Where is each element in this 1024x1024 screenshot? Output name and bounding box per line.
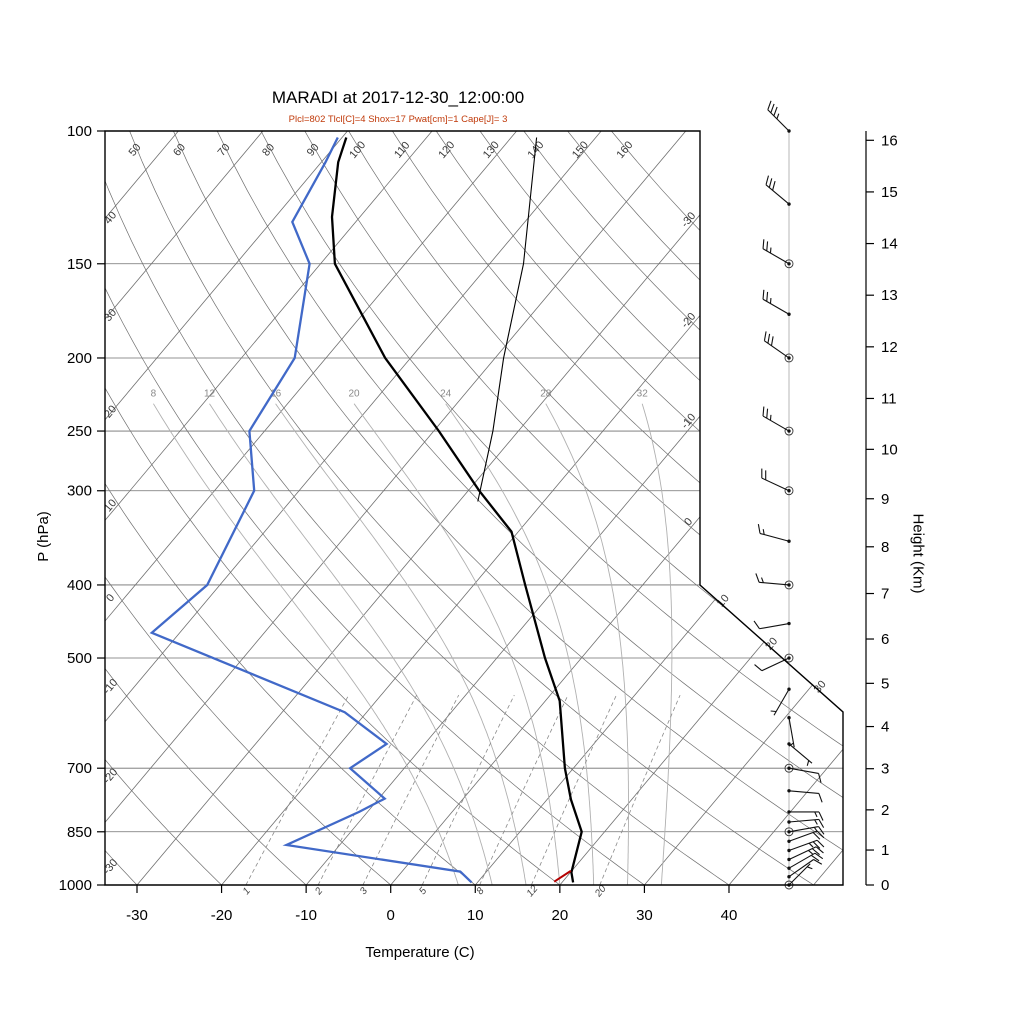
svg-text:150: 150: [67, 256, 92, 273]
svg-text:1000: 1000: [59, 877, 92, 894]
svg-text:12: 12: [204, 389, 216, 400]
svg-text:100: 100: [67, 123, 92, 140]
svg-text:0: 0: [104, 592, 117, 604]
svg-text:300: 300: [67, 483, 92, 500]
svg-text:700: 700: [67, 760, 92, 777]
svg-text:-30: -30: [679, 210, 698, 230]
svg-text:8: 8: [881, 539, 889, 556]
svg-text:4: 4: [881, 719, 889, 736]
svg-text:15: 15: [881, 184, 898, 201]
svg-text:500: 500: [67, 650, 92, 667]
svg-text:13: 13: [881, 287, 898, 304]
svg-text:10: 10: [467, 907, 484, 924]
svg-text:24: 24: [440, 389, 452, 400]
svg-text:-10: -10: [295, 907, 317, 924]
svg-text:40: 40: [721, 907, 738, 924]
svg-text:3: 3: [358, 885, 370, 897]
svg-text:-20: -20: [679, 311, 698, 331]
svg-text:50: 50: [127, 142, 144, 159]
svg-text:70: 70: [216, 142, 233, 159]
svg-text:16: 16: [270, 389, 282, 400]
height-axis-title: Height (Km): [909, 513, 927, 594]
svg-text:-20: -20: [211, 907, 233, 924]
svg-text:1: 1: [881, 842, 889, 859]
temperature-axis-title: Temperature (C): [365, 944, 475, 961]
svg-text:-10: -10: [679, 411, 698, 431]
svg-text:130: 130: [481, 139, 502, 161]
svg-text:0: 0: [387, 907, 395, 924]
svg-text:2: 2: [313, 885, 326, 897]
svg-text:28: 28: [540, 389, 552, 400]
svg-text:60: 60: [171, 142, 188, 159]
svg-text:0: 0: [682, 516, 695, 528]
pressure-axis-title: P (hPa): [34, 511, 52, 562]
svg-text:9: 9: [881, 491, 889, 508]
svg-text:150: 150: [570, 139, 591, 161]
svg-text:400: 400: [67, 577, 92, 594]
svg-text:-30: -30: [126, 907, 148, 924]
svg-text:30: 30: [636, 907, 653, 924]
svg-text:6: 6: [881, 631, 889, 648]
svg-text:7: 7: [881, 586, 889, 603]
svg-text:0: 0: [881, 877, 889, 894]
svg-text:16: 16: [881, 132, 898, 149]
svg-text:32: 32: [637, 389, 649, 400]
chart-subtitle: Plcl=802 Tlcl[C]=4 Shox=17 Pwat[cm]=1 Ca…: [288, 114, 508, 125]
svg-text:2: 2: [881, 802, 889, 819]
svg-text:10: 10: [881, 441, 898, 458]
svg-text:8: 8: [475, 885, 487, 897]
svg-text:-20: -20: [101, 766, 120, 786]
svg-text:250: 250: [67, 423, 92, 440]
svg-text:20: 20: [348, 389, 360, 400]
svg-text:-10: -10: [101, 677, 120, 697]
svg-text:1: 1: [241, 886, 253, 897]
svg-text:12: 12: [881, 339, 898, 356]
svg-text:20: 20: [592, 883, 609, 900]
svg-text:-30: -30: [101, 857, 120, 877]
svg-text:5: 5: [417, 885, 429, 897]
svg-text:11: 11: [881, 390, 897, 407]
svg-text:200: 200: [67, 350, 92, 367]
svg-text:5: 5: [881, 675, 889, 692]
svg-text:160: 160: [615, 139, 636, 161]
svg-text:80: 80: [260, 142, 277, 159]
page-title: MARADI at 2017-12-30_12:00:00: [271, 88, 525, 107]
svg-text:14: 14: [881, 236, 898, 253]
svg-text:850: 850: [67, 824, 92, 841]
svg-text:3: 3: [881, 761, 889, 778]
svg-text:20: 20: [552, 907, 569, 924]
svg-text:8: 8: [151, 389, 157, 400]
